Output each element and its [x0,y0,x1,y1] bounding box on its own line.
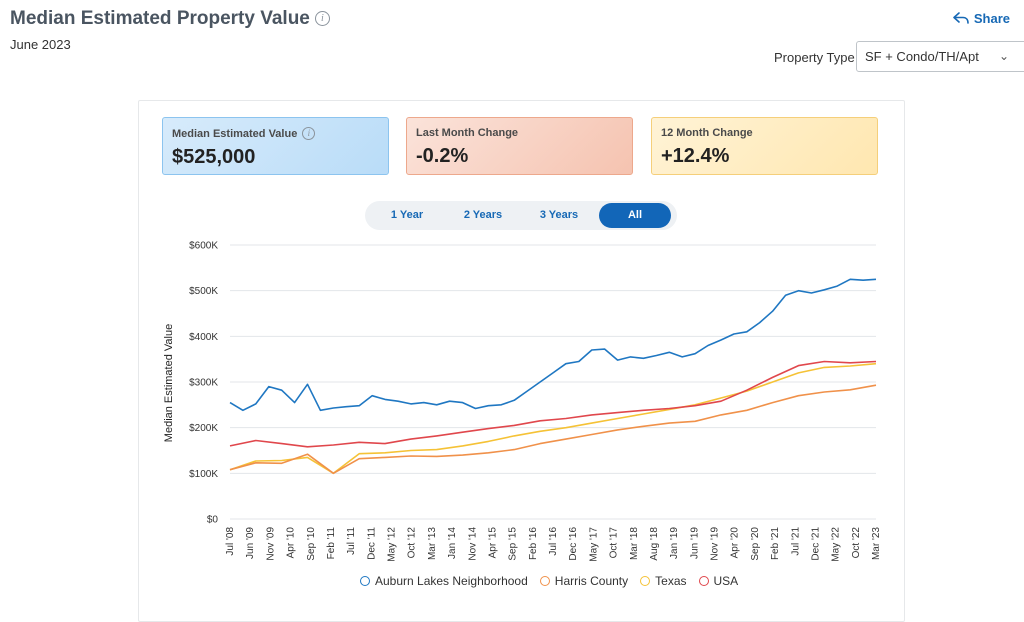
range-all-button[interactable]: All [599,203,671,228]
x-tick-label: Jul '21 [790,527,801,556]
property-type-label: Property Type [774,50,855,65]
x-tick-label: Jul '11 [346,527,357,555]
x-tick-label: Feb '11 [326,527,337,560]
share-label: Share [973,11,1010,26]
stat-value: -0.2% [416,145,469,167]
x-tick-label: Mar '13 [427,527,438,560]
stat-label: Median Estimated Value [172,128,298,140]
x-tick-label: Apr '20 [730,527,741,559]
time-range-toggle: 1 Year 2 Years 3 Years All [365,201,677,230]
x-tick-label: May '12 [387,527,398,562]
x-tick-label: Nov '14 [467,527,478,561]
x-tick-label: May '22 [831,527,842,562]
range-2-years-button[interactable]: 2 Years [463,209,503,221]
x-tick-label: Jul '16 [548,527,559,556]
stat-label: 12 Month Change [661,127,753,139]
chart-card: Median Estimated Value i $525,000 Last Mo… [138,100,905,622]
series-line-usa[interactable] [229,360,877,448]
chart-grid [230,244,876,520]
page-title: Median Estimated Property Value i [10,8,330,30]
stat-value: $525,000 [172,146,256,168]
y-tick-label: $100K [189,469,218,480]
x-tick-label: Feb '21 [770,527,781,560]
x-tick-label: Mar '23 [871,527,882,560]
stat-last-month-change: Last Month Change -0.2% [406,117,633,175]
series-line-texas[interactable] [229,362,877,475]
stat-median-value: Median Estimated Value i $525,000 [162,117,389,175]
chevron-down-icon: ⌄ [998,49,1009,63]
range-3-years-button[interactable]: 3 Years [539,209,579,221]
y-axis-title: Median Estimated Value [163,324,175,442]
y-tick-label: $400K [189,332,218,343]
x-tick-label: Apr '10 [286,527,297,559]
x-tick-label: Jul '08 [225,527,236,556]
x-tick-label: Feb '16 [528,527,539,560]
line-chart: $0 $100K $200K $300K $400K $500K $600K Jul '08… [163,241,882,562]
x-tick-label: Jun '09 [245,527,256,559]
chart-legend: Auburn Lakes Neighborhood Harris County … [360,574,738,588]
legend-item-usa[interactable]: USA [698,574,739,588]
y-tick-label: $200K [189,423,218,434]
x-tick-label: Dec '11 [366,527,377,560]
x-tick-label: Dec '16 [568,527,579,561]
x-tick-label: Apr '15 [487,527,498,559]
legend-marker [360,576,370,586]
stat-12-month-change: 12 Month Change +12.4% [651,117,878,175]
x-tick-label: Sep '10 [306,527,317,561]
x-tick-label: Aug '18 [649,527,660,561]
chart-series [229,278,877,475]
share-button[interactable]: Share [953,11,1010,26]
y-tick-label: $500K [189,286,218,297]
x-axis-ticks: Jul '08 Jun '09 Nov '09 Apr '10 Sep '10 Feb '… [225,527,882,562]
x-tick-label: Jan '14 [447,527,458,559]
x-tick-label: May '17 [588,527,599,562]
x-tick-label: Sep '20 [750,527,761,561]
x-tick-label: Oct '22 [851,527,862,559]
range-1-year-button[interactable]: 1 Year [390,209,424,221]
x-tick-label: Jan '19 [669,527,680,559]
legend-item-auburn[interactable]: Auburn Lakes Neighborhood [360,574,528,588]
x-tick-label: Oct '17 [609,527,620,559]
legend-marker [698,576,709,586]
legend-marker [640,576,651,586]
y-tick-label: $0 [207,515,219,526]
legend-marker [539,576,550,586]
info-icon[interactable]: i [314,11,330,26]
y-tick-label: $600K [189,241,218,252]
x-tick-label: Nov '09 [265,527,276,561]
legend-item-harris[interactable]: Harris County [539,574,629,588]
share-icon [953,12,969,24]
x-tick-label: Mar '18 [629,527,640,560]
stat-value: +12.4% [661,145,730,167]
legend-label: Auburn Lakes Neighborhood [375,574,528,588]
property-type-select[interactable]: SF + Condo/TH/Apt ⌄ [856,41,1024,72]
info-icon[interactable]: i [302,127,316,140]
x-tick-label: Dec '21 [810,527,821,561]
y-tick-label: $300K [189,378,218,389]
y-axis-ticks: $0 $100K $200K $300K $400K $500K $600K [189,241,218,526]
x-tick-label: Jun '19 [689,527,700,559]
legend-label: Harris County [554,574,629,588]
page-title-text: Median Estimated Property Value [10,8,310,29]
x-tick-label: Sep '15 [508,527,519,561]
legend-item-texas[interactable]: Texas [640,574,687,588]
legend-label: Texas [655,574,687,588]
property-type-value: SF + Condo/TH/Apt [865,49,979,64]
series-line-auburn-lakes-neighborhood[interactable] [229,278,877,412]
page-subtitle: June 2023 [10,37,71,52]
x-tick-label: Oct '12 [407,527,418,559]
stat-label: Last Month Change [416,127,519,139]
x-tick-label: Nov '19 [710,527,721,561]
series-line-harris-county[interactable] [229,384,877,475]
legend-label: USA [713,574,739,588]
